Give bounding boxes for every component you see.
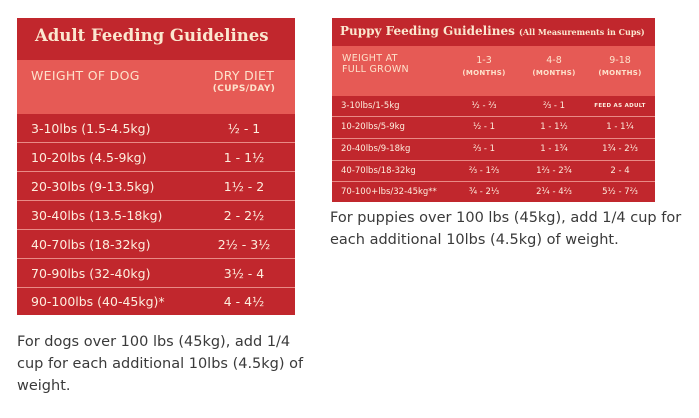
puppy-subtitle: (All Measurements in Cups) <box>519 27 645 37</box>
puppy-col-weight-line1: WEIGHT AT <box>342 53 398 64</box>
adult-row: 70-90lbs (32-40kg) 3½ - 4 <box>17 259 295 287</box>
adult-row: 40-70lbs (18-32kg) 2½ - 3½ <box>17 230 295 258</box>
adult-row-weight: 40-70lbs (18-32kg) <box>31 236 151 252</box>
puppy-col-unit: (MONTHS) <box>462 69 506 77</box>
adult-row-weight: 30-40lbs (13.5-18kg) <box>31 207 163 223</box>
puppy-col-months-1: 1-3 (MONTHS) <box>450 55 518 77</box>
puppy-col-range: 9-18 <box>609 55 631 66</box>
puppy-row-weight: 70-100+lbs/32-45kg** <box>341 187 437 197</box>
puppy-row-weight: 40-70lbs/18-32kg <box>341 166 416 176</box>
puppy-col-unit: (MONTHS) <box>598 69 642 77</box>
adult-row: 20-30lbs (9-13.5kg) 1½ - 2 <box>17 172 295 200</box>
puppy-col-months-2: 4-8 (MONTHS) <box>520 55 588 77</box>
puppy-row-m1: ⅔ - 1⅔ <box>468 166 500 176</box>
puppy-row-m3: 2 - 4 <box>610 166 630 176</box>
adult-row-amount: 2 - 2½ <box>223 207 265 223</box>
adult-note: For dogs over 100 lbs (45kg), add 1/4 cu… <box>17 334 304 394</box>
puppy-note: For puppies over 100 lbs (45kg), add 1/4… <box>330 210 682 248</box>
puppy-row: 20-40lbs/9-18kg ⅔ - 1 1 - 1¾ 1¾ - 2⅓ <box>332 139 655 159</box>
puppy-row-m2: 2¼ - 4⅔ <box>536 187 572 197</box>
puppy-row: 3-10lbs/1-5kg ½ - ⅔ ⅔ - 1 FEED AS ADULT <box>332 96 655 116</box>
adult-row-weight: 10-20lbs (4.5-9kg) <box>31 149 147 165</box>
puppy-row: 70-100+lbs/32-45kg** ¾ - 2⅓ 2¼ - 4⅔ 5½ -… <box>332 182 655 202</box>
adult-row: 3-10lbs (1.5-4.5kg) ½ - 1 <box>17 114 295 142</box>
adult-table-header: WEIGHT OF DOG DRY DIET (CUPS/DAY) <box>17 60 295 114</box>
puppy-row-m2: 1⅔ - 2¾ <box>536 166 572 176</box>
adult-row-amount: 2½ - 3½ <box>217 236 271 252</box>
adult-row: 10-20lbs (4.5-9kg) 1 - 1½ <box>17 143 295 171</box>
puppy-row-m2: 1 - 1½ <box>540 122 568 132</box>
puppy-row-m3: 1¾ - 2⅓ <box>602 144 638 154</box>
adult-row-weight: 3-10lbs (1.5-4.5kg) <box>31 120 151 136</box>
adult-col-diet: DRY DIET <box>213 68 275 83</box>
adult-row: 30-40lbs (13.5-18kg) 2 - 2½ <box>17 201 295 229</box>
adult-feeding-card: Adult Feeding Guidelines WEIGHT OF DOG D… <box>17 18 295 315</box>
adult-row-weight: 90-100lbs (40-45kg)* <box>31 293 165 309</box>
puppy-row: 40-70lbs/18-32kg ⅔ - 1⅔ 1⅔ - 2¾ 2 - 4 <box>332 161 655 181</box>
puppy-row-weight: 20-40lbs/9-18kg <box>341 144 411 154</box>
puppy-row-m1: ½ - ⅔ <box>471 101 497 111</box>
puppy-row-m3: 5½ - 7⅔ <box>602 187 638 197</box>
puppy-col-weight: WEIGHT AT FULL GROWN <box>342 53 409 75</box>
adult-row-amount: 3½ - 4 <box>223 265 265 281</box>
puppy-title-text: Puppy Feeding Guidelines <box>340 24 515 38</box>
adult-title: Adult Feeding Guidelines <box>35 26 269 45</box>
puppy-row: 10-20lbs/5-9kg ½ - 1 1 - 1½ 1 - 1¼ <box>332 117 655 137</box>
puppy-last-row-band: 70-100+lbs/32-45kg** ¾ - 2⅓ 2¼ - 4⅔ 5½ -… <box>332 182 655 202</box>
puppy-row-m1: ¾ - 2⅓ <box>468 187 500 197</box>
puppy-row-m2: 1 - 1¾ <box>540 144 568 154</box>
puppy-table-header: WEIGHT AT FULL GROWN 1-3 (MONTHS) 4-8 (M… <box>332 46 655 96</box>
adult-row-weight: 70-90lbs (32-40kg) <box>31 265 151 281</box>
puppy-col-weight-line2: FULL GROWN <box>342 64 409 75</box>
puppy-row-m3: 1 - 1¼ <box>606 122 634 132</box>
adult-row-amount: 1 - 1½ <box>223 149 265 165</box>
puppy-row-m1: ⅔ - 1 <box>472 144 496 154</box>
adult-col-diet-unit: (CUPS/DAY) <box>212 84 276 94</box>
adult-row-amount: 1½ - 2 <box>223 178 265 194</box>
puppy-col-months-3: 9-18 (MONTHS) <box>588 55 652 77</box>
adult-col-weight: WEIGHT OF DOG <box>31 68 140 83</box>
adult-row: 90-100lbs (40-45kg)* 4 - 4½ <box>17 287 295 315</box>
puppy-row-m2: ⅔ - 1 <box>542 101 566 111</box>
adult-row-amount: 4 - 4½ <box>223 293 265 309</box>
puppy-col-range: 4-8 <box>546 55 562 66</box>
puppy-row-weight: 3-10lbs/1-5kg <box>341 101 400 111</box>
puppy-row-weight: 10-20lbs/5-9kg <box>341 122 405 132</box>
puppy-col-unit: (MONTHS) <box>532 69 576 77</box>
puppy-row-m3: FEED AS ADULT <box>594 103 646 109</box>
puppy-col-range: 1-3 <box>476 55 492 66</box>
puppy-feeding-card: Puppy Feeding Guidelines (All Measuremen… <box>332 18 655 190</box>
adult-row-amount: ½ - 1 <box>227 120 261 136</box>
adult-row-weight: 20-30lbs (9-13.5kg) <box>31 178 155 194</box>
puppy-title: Puppy Feeding Guidelines (All Measuremen… <box>340 24 645 38</box>
puppy-row-m1: ½ - 1 <box>472 122 496 132</box>
